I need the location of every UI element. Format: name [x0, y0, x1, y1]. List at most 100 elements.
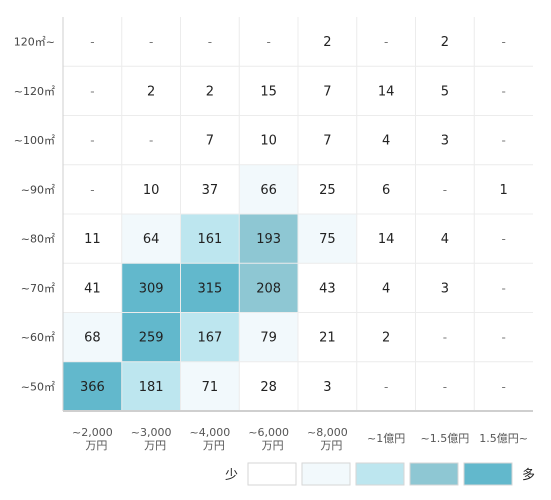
cell-value-label: 14 — [378, 232, 395, 247]
heatmap-cell — [180, 164, 240, 214]
y-axis-labels: 120㎡~ ~120㎡ ~100㎡ ~90㎡ ~80㎡ ~70㎡ ~60㎡ ~50㎡ — [14, 36, 55, 394]
heatmap-cell — [63, 164, 122, 214]
heatmap-cell — [239, 17, 298, 67]
heatmap-cell — [474, 115, 533, 165]
cell-value-label: 315 — [197, 281, 222, 296]
cell-value-label: 3 — [441, 134, 449, 149]
heatmap-cell — [63, 361, 122, 411]
x-tick-label: ~6,000 万円 — [248, 426, 289, 452]
cell-value-label: 41 — [84, 281, 101, 296]
legend-swatch — [409, 462, 459, 486]
cell-value-label: - — [149, 134, 153, 148]
cell-value-label: - — [90, 134, 94, 148]
heatmap-cell — [415, 17, 475, 67]
heatmap-cell — [298, 17, 357, 67]
x-tick-label: 1.5億円~ — [479, 432, 528, 445]
heatmap-cell — [63, 214, 122, 264]
heatmap-cell — [180, 361, 240, 411]
heatmap-cell — [356, 263, 416, 313]
heatmap-cell — [474, 214, 533, 264]
heatmap-cell — [121, 214, 181, 264]
heatmap-cell — [63, 263, 122, 313]
x-tick-label: ~2,000 万円 — [72, 426, 113, 452]
cell-value-label: 181 — [139, 380, 164, 395]
y-tick-label: ~80㎡ — [21, 233, 55, 246]
cell-value-label: - — [501, 331, 505, 345]
cell-value-label: 5 — [441, 84, 449, 99]
cell-value-label: 309 — [139, 281, 164, 296]
cell-value-label: 14 — [378, 84, 395, 99]
cell-value-label: 4 — [441, 232, 449, 247]
cell-value-label: 4 — [382, 281, 390, 296]
heatmap-cell — [474, 17, 533, 67]
cell-value-label: 15 — [260, 84, 277, 99]
heatmap-cell — [415, 164, 475, 214]
heatmap-cell — [239, 214, 298, 264]
x-tick-label: ~1億円 — [367, 432, 405, 445]
heatmap-cell — [474, 312, 533, 362]
cell-value-label: 3 — [323, 380, 331, 395]
cell-value-label: - — [149, 35, 153, 49]
cell-value-label: - — [501, 232, 505, 246]
cell-value-label: 2 — [441, 35, 449, 50]
heatmap-cell — [415, 66, 475, 116]
cell-value-label: 68 — [84, 331, 101, 346]
heatmap-cell — [239, 361, 298, 411]
cell-value-label: 25 — [319, 183, 336, 198]
heatmap-cell — [180, 115, 240, 165]
heatmap-cell — [121, 115, 181, 165]
cell-value-label: 37 — [202, 183, 219, 198]
y-tick-label: ~120㎡ — [14, 85, 55, 98]
x-tick-label: ~4,000 万円 — [190, 426, 231, 452]
y-tick-label: ~90㎡ — [21, 183, 55, 196]
cell-value-label: - — [266, 35, 270, 49]
heatmap-cell — [63, 66, 122, 116]
cell-value-label: - — [208, 35, 212, 49]
heatmap-cell — [356, 312, 416, 362]
legend-swatch — [301, 462, 351, 486]
cell-value-label: - — [443, 331, 447, 345]
cell-value-label: 1 — [499, 183, 507, 198]
legend-swatch — [247, 462, 297, 486]
heatmap-cell — [121, 361, 181, 411]
x-tick-label: ~8,000 万円 — [307, 426, 348, 452]
heatmap-cell — [180, 263, 240, 313]
heatmap-cell — [298, 66, 357, 116]
cell-value-label: 7 — [323, 84, 331, 99]
heatmap-cell — [180, 312, 240, 362]
cell-value-label: 7 — [206, 134, 214, 149]
cell-value-label: 161 — [197, 232, 222, 247]
y-tick-label: ~50㎡ — [21, 380, 55, 393]
cell-value-label: 21 — [319, 331, 336, 346]
cell-value-label: 259 — [139, 331, 164, 346]
x-tick-label: ~3,000 万円 — [131, 426, 172, 452]
cell-value-label: - — [90, 35, 94, 49]
heatmap-cell — [356, 361, 416, 411]
legend-swatch — [355, 462, 405, 486]
heatmap-cell — [121, 312, 181, 362]
cell-value-label: - — [501, 84, 505, 98]
cell-value-label: - — [443, 380, 447, 394]
cell-value-label: 64 — [143, 232, 160, 247]
cell-value-label: - — [501, 35, 505, 49]
heatmap-cell — [63, 115, 122, 165]
cell-value-label: 66 — [260, 183, 277, 198]
heatmap-cell — [298, 361, 357, 411]
cell-value-label: - — [384, 35, 388, 49]
heatmap-cell — [415, 115, 475, 165]
cell-value-label: - — [90, 183, 94, 197]
heatmap-cell — [415, 312, 475, 362]
cell-value-label: - — [90, 84, 94, 98]
heatmap-cell — [298, 214, 357, 264]
legend-swatch — [463, 462, 513, 486]
cell-value-label: 2 — [323, 35, 331, 50]
heatmap-cell — [121, 263, 181, 313]
heatmap-cell — [180, 17, 240, 67]
cell-value-label: 2 — [206, 84, 214, 99]
y-tick-label: ~70㎡ — [21, 282, 55, 295]
cell-value-label: - — [443, 183, 447, 197]
cell-value-label: 167 — [197, 331, 222, 346]
y-tick-label: ~100㎡ — [14, 134, 55, 147]
heatmap-cell — [298, 115, 357, 165]
